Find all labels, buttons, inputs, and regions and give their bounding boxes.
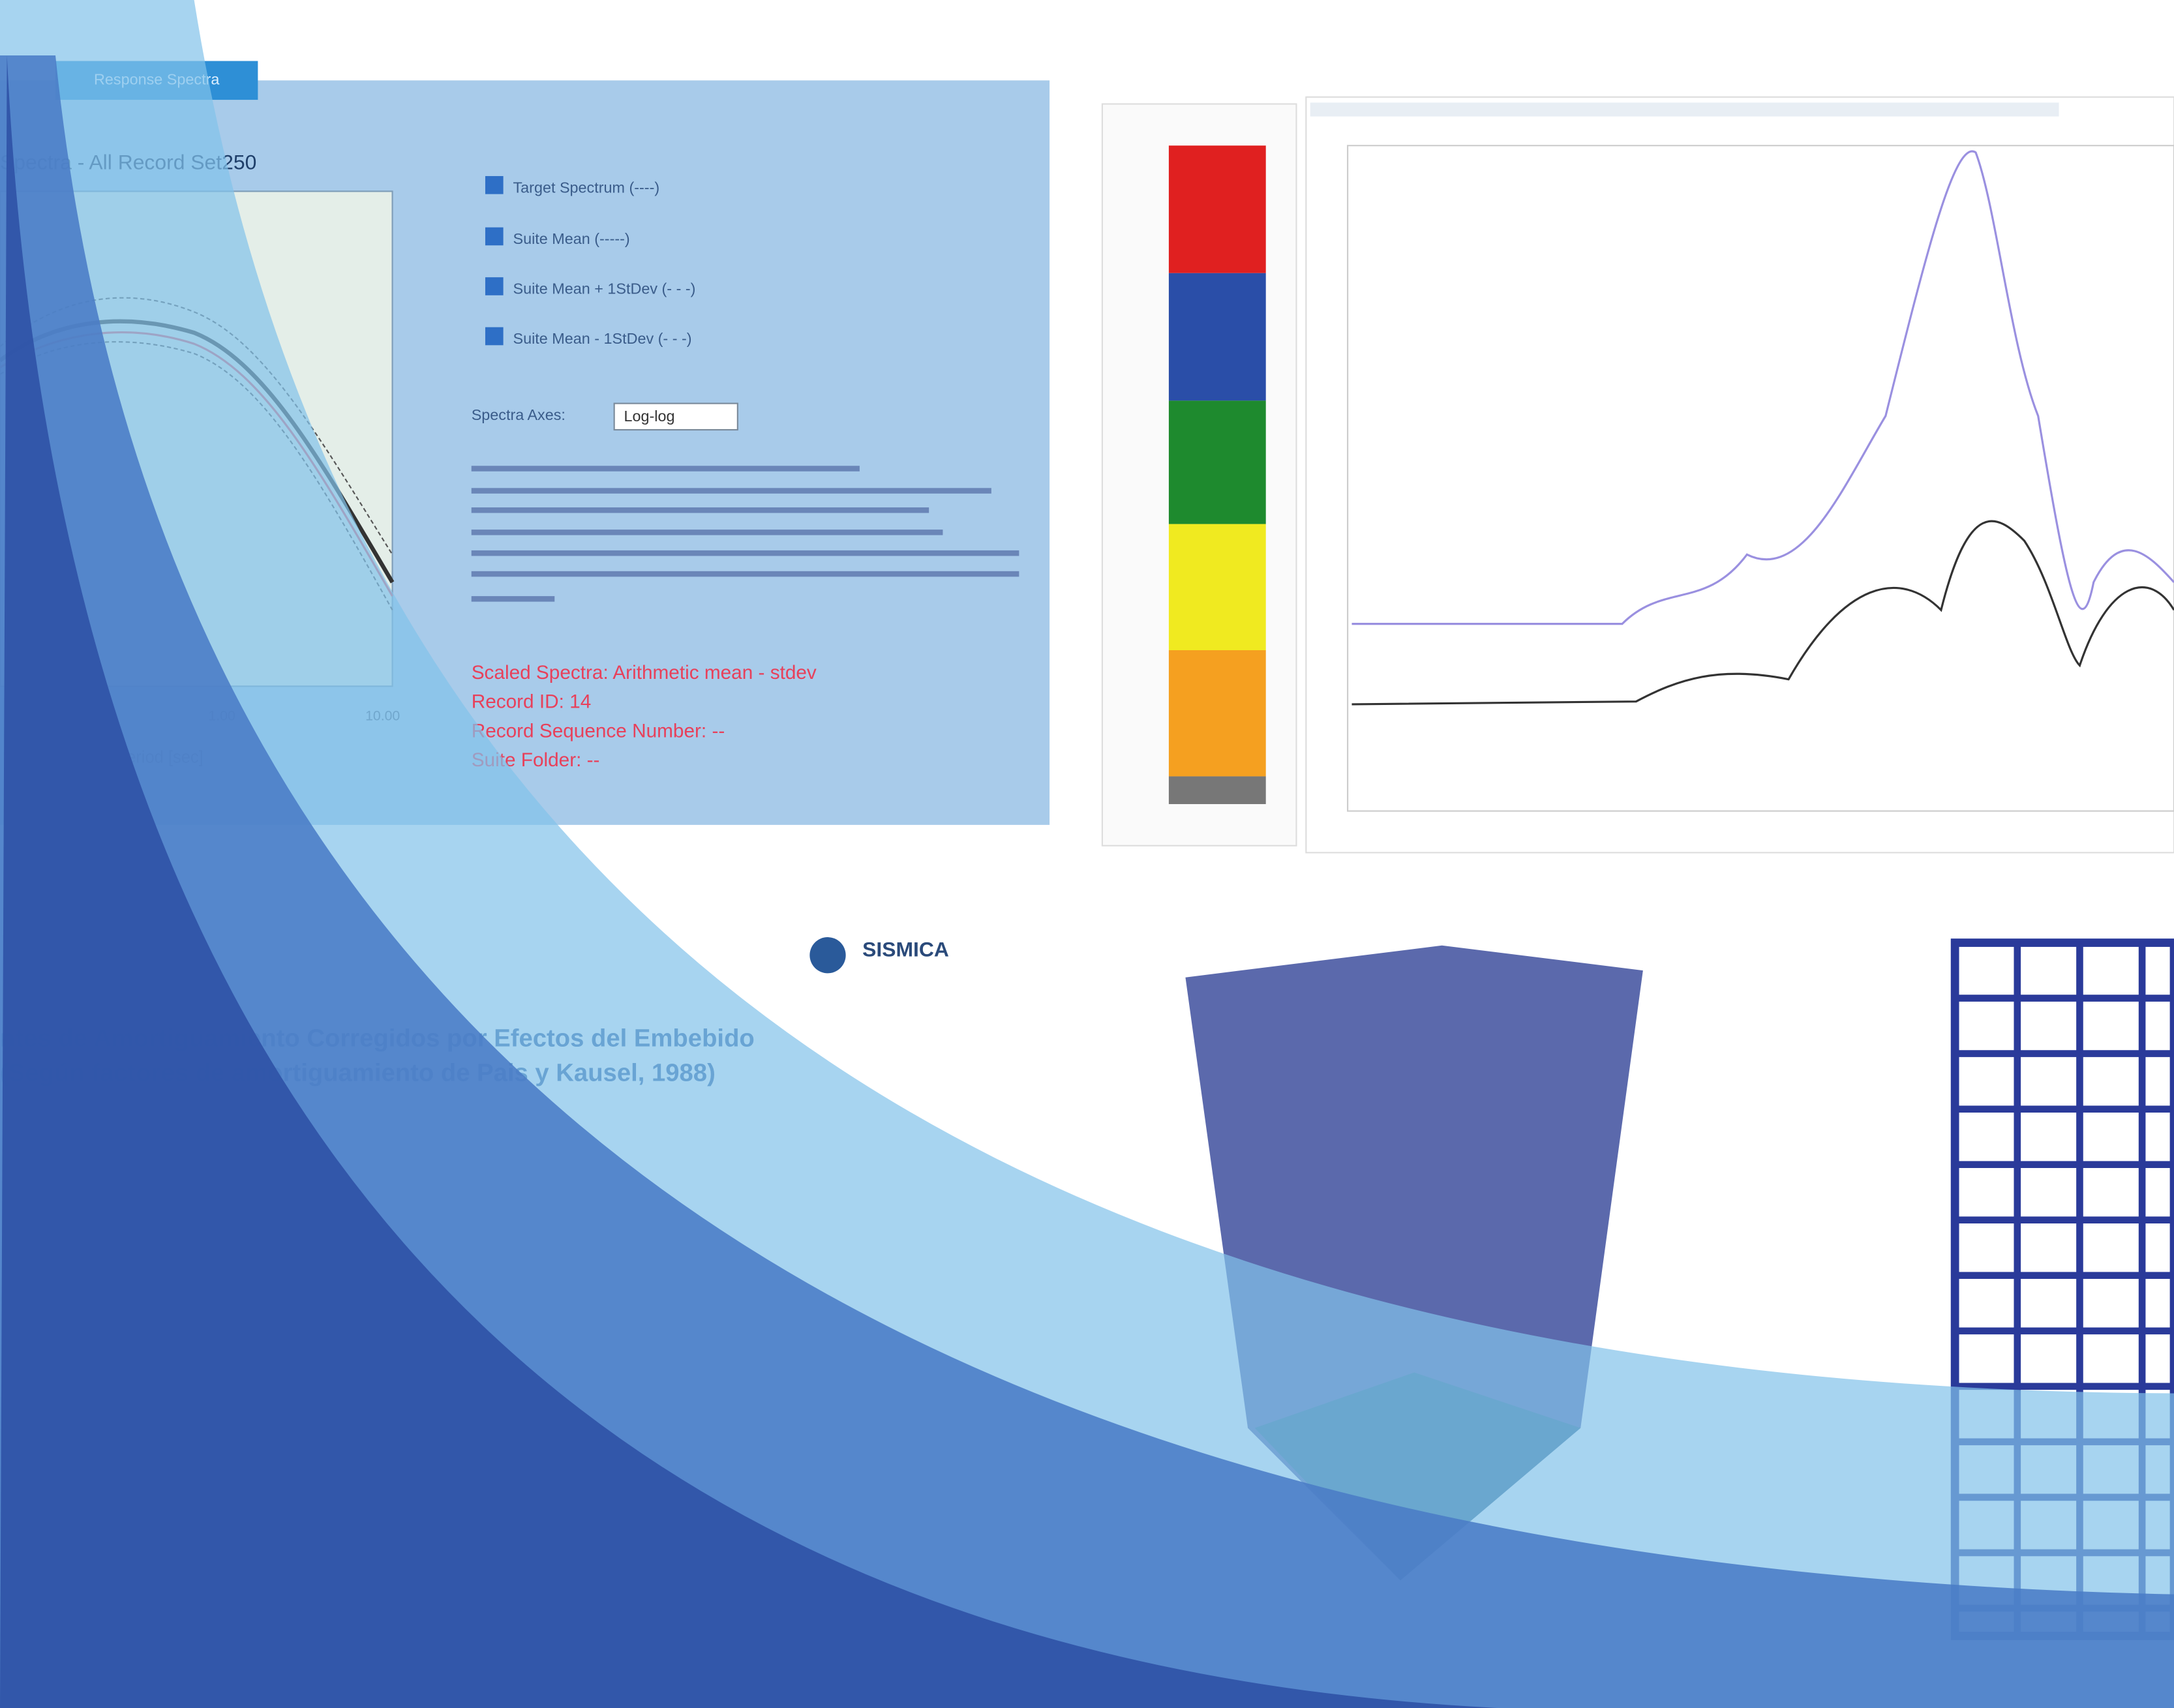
amplification-curve [1351,150,2174,625]
text-line [471,596,555,602]
checkbox[interactable] [485,175,504,194]
chart-tabs [1310,102,2059,117]
soil-layer [1168,400,1266,524]
select-value[interactable]: Log-log [624,408,675,425]
transfer-chart [1305,96,2174,854]
logo-text: SISMICA [862,938,949,961]
select[interactable] [613,402,738,431]
checkbox[interactable] [485,227,504,246]
text-line [471,530,943,535]
axes-label: Spectra Axes: [472,406,566,423]
status-line: Record ID: 14 [472,691,592,713]
checkbox[interactable] [485,277,504,295]
logo-icon [809,937,846,974]
text-line [471,571,1019,577]
checkbox[interactable] [485,327,504,346]
plot-area [1347,145,2174,812]
overlay-medium [0,55,2174,1708]
amplification-curve [1351,520,2174,706]
text-line [471,550,1019,556]
instructions [471,466,1019,602]
text-line [471,466,860,472]
soil-layer [1168,273,1266,401]
legend-item: Target Spectrum (----) [513,179,659,196]
legend-item: Suite Mean - 1StDev (- - -) [513,330,691,347]
text-line [471,507,929,513]
legend: Target Spectrum (----) Suite Mean (-----… [472,175,738,431]
status-line: Record Sequence Number: -- [472,720,725,742]
soil-layer [1168,524,1266,651]
soil-layer [1168,650,1266,777]
legend-item: Suite Mean (-----) [513,230,629,247]
status-line: Scaled Spectra: Arithmetic mean - stdev [472,662,817,683]
text-line [471,488,991,494]
overlay-dark [0,55,1498,1708]
legend-item: Suite Mean + 1StDev (- - -) [513,280,695,297]
soil-layer [1168,145,1266,273]
soil-layer [1168,776,1266,804]
